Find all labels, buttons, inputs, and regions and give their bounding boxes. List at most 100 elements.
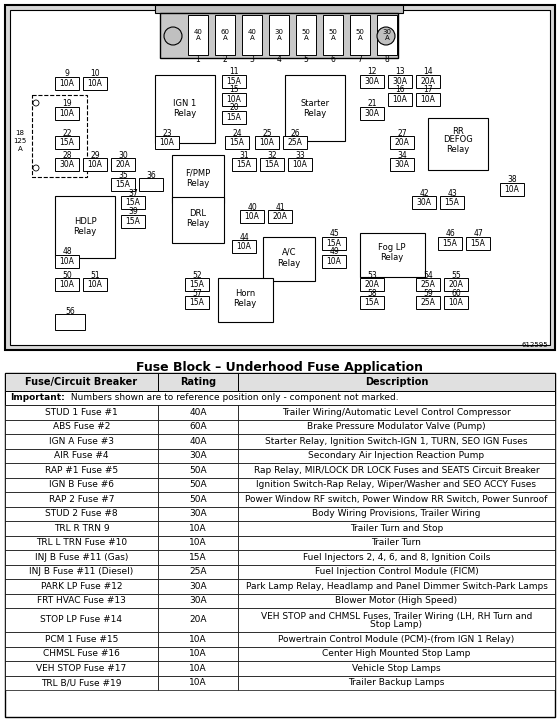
Text: Trailer Backup Lamps: Trailer Backup Lamps bbox=[348, 678, 445, 687]
Bar bbox=[5, 492, 158, 506]
Bar bbox=[158, 405, 238, 420]
Text: Ignition Switch-Rap Relay, Wiper/Washer and SEO ACCY Fuses: Ignition Switch-Rap Relay, Wiper/Washer … bbox=[256, 480, 536, 490]
Bar bbox=[158, 647, 238, 661]
Bar bbox=[55, 278, 79, 291]
Text: 10A: 10A bbox=[227, 95, 241, 104]
Bar bbox=[158, 632, 238, 647]
Bar bbox=[360, 278, 384, 291]
Bar bbox=[390, 136, 414, 149]
Bar bbox=[416, 296, 440, 309]
Bar bbox=[238, 579, 555, 593]
Bar bbox=[215, 15, 235, 55]
Text: Relay: Relay bbox=[186, 219, 209, 229]
Bar bbox=[238, 434, 555, 448]
Bar bbox=[5, 477, 158, 492]
Bar bbox=[5, 373, 158, 391]
Bar bbox=[268, 210, 292, 223]
Bar bbox=[158, 536, 238, 550]
Text: 7: 7 bbox=[358, 56, 362, 64]
Text: Relay: Relay bbox=[174, 110, 197, 118]
Bar bbox=[158, 373, 238, 391]
Text: 40
A: 40 A bbox=[248, 29, 256, 42]
Text: 15: 15 bbox=[229, 86, 239, 94]
Bar bbox=[218, 278, 273, 322]
Text: 5: 5 bbox=[304, 56, 309, 64]
Bar bbox=[139, 178, 163, 191]
Bar bbox=[5, 536, 158, 550]
Bar bbox=[238, 676, 555, 690]
Text: RAP #1 Fuse #5: RAP #1 Fuse #5 bbox=[45, 466, 118, 474]
Text: 42: 42 bbox=[419, 188, 429, 198]
Text: 15A: 15A bbox=[125, 198, 141, 207]
Text: 40: 40 bbox=[247, 203, 257, 211]
Bar bbox=[388, 93, 412, 106]
Text: Trailer Turn: Trailer Turn bbox=[372, 539, 422, 547]
Text: 31: 31 bbox=[239, 151, 249, 159]
Text: 25A: 25A bbox=[421, 280, 436, 289]
Text: 57: 57 bbox=[192, 288, 202, 298]
Text: 53: 53 bbox=[367, 270, 377, 280]
Bar bbox=[238, 632, 555, 647]
Text: 15A: 15A bbox=[230, 138, 244, 147]
Text: Secondary Air Injection Reaction Pump: Secondary Air Injection Reaction Pump bbox=[309, 451, 484, 460]
Bar bbox=[360, 107, 384, 120]
Text: 6: 6 bbox=[330, 56, 335, 64]
Text: 52: 52 bbox=[192, 270, 202, 280]
Text: 15A: 15A bbox=[445, 198, 459, 207]
Text: 30A: 30A bbox=[394, 160, 409, 169]
Bar bbox=[255, 136, 279, 149]
Bar bbox=[158, 608, 238, 632]
Text: Rap Relay, MIR/LOCK DR LOCK Fuses and SEATS Circuit Breaker: Rap Relay, MIR/LOCK DR LOCK Fuses and SE… bbox=[254, 466, 539, 474]
Bar bbox=[428, 118, 488, 170]
Text: 15A: 15A bbox=[227, 113, 241, 122]
Bar bbox=[322, 237, 346, 250]
Bar bbox=[238, 492, 555, 506]
Text: 3: 3 bbox=[250, 56, 254, 64]
Text: 612595: 612595 bbox=[521, 342, 548, 348]
Text: 40
A: 40 A bbox=[194, 29, 202, 42]
Text: F/PMP: F/PMP bbox=[185, 169, 211, 177]
Text: Relay: Relay bbox=[277, 259, 301, 267]
Bar bbox=[238, 463, 555, 477]
Bar bbox=[360, 233, 425, 277]
Text: 10A: 10A bbox=[260, 138, 274, 147]
Bar bbox=[5, 448, 158, 463]
Text: Relay: Relay bbox=[234, 299, 256, 309]
Bar bbox=[377, 15, 397, 55]
Text: 10A: 10A bbox=[87, 280, 102, 289]
Text: Stop Lamp): Stop Lamp) bbox=[371, 620, 422, 629]
Text: 39: 39 bbox=[128, 208, 138, 216]
Text: 56: 56 bbox=[65, 306, 75, 316]
Circle shape bbox=[377, 27, 395, 45]
Bar bbox=[5, 647, 158, 661]
Text: 20A: 20A bbox=[449, 280, 464, 289]
Bar bbox=[296, 15, 316, 55]
Bar bbox=[390, 158, 414, 171]
Text: TRL B/U Fuse #19: TRL B/U Fuse #19 bbox=[41, 678, 122, 687]
Bar bbox=[240, 210, 264, 223]
Bar bbox=[55, 314, 85, 330]
Bar bbox=[444, 278, 468, 291]
Text: 50
A: 50 A bbox=[356, 29, 365, 42]
Text: A/C: A/C bbox=[282, 247, 296, 257]
Bar bbox=[288, 158, 312, 171]
Circle shape bbox=[164, 27, 182, 45]
Bar bbox=[5, 632, 158, 647]
Text: 45: 45 bbox=[329, 229, 339, 239]
Bar bbox=[416, 278, 440, 291]
Text: RR: RR bbox=[452, 126, 464, 136]
Text: 10: 10 bbox=[90, 69, 100, 79]
Text: 30A: 30A bbox=[189, 509, 207, 518]
Text: 58: 58 bbox=[367, 288, 377, 298]
Text: 10A: 10A bbox=[421, 95, 436, 104]
Text: Relay: Relay bbox=[304, 110, 326, 118]
Text: 10A: 10A bbox=[189, 649, 207, 658]
Bar bbox=[263, 237, 315, 281]
Text: 21: 21 bbox=[367, 99, 377, 108]
Text: Fuel Injectors 2, 4, 6, and 8, Ignition Coils: Fuel Injectors 2, 4, 6, and 8, Ignition … bbox=[303, 553, 490, 562]
Bar bbox=[158, 565, 238, 579]
Bar bbox=[238, 593, 555, 608]
Text: 30A: 30A bbox=[417, 198, 432, 207]
Bar bbox=[121, 215, 145, 228]
Text: 20A: 20A bbox=[395, 138, 409, 147]
